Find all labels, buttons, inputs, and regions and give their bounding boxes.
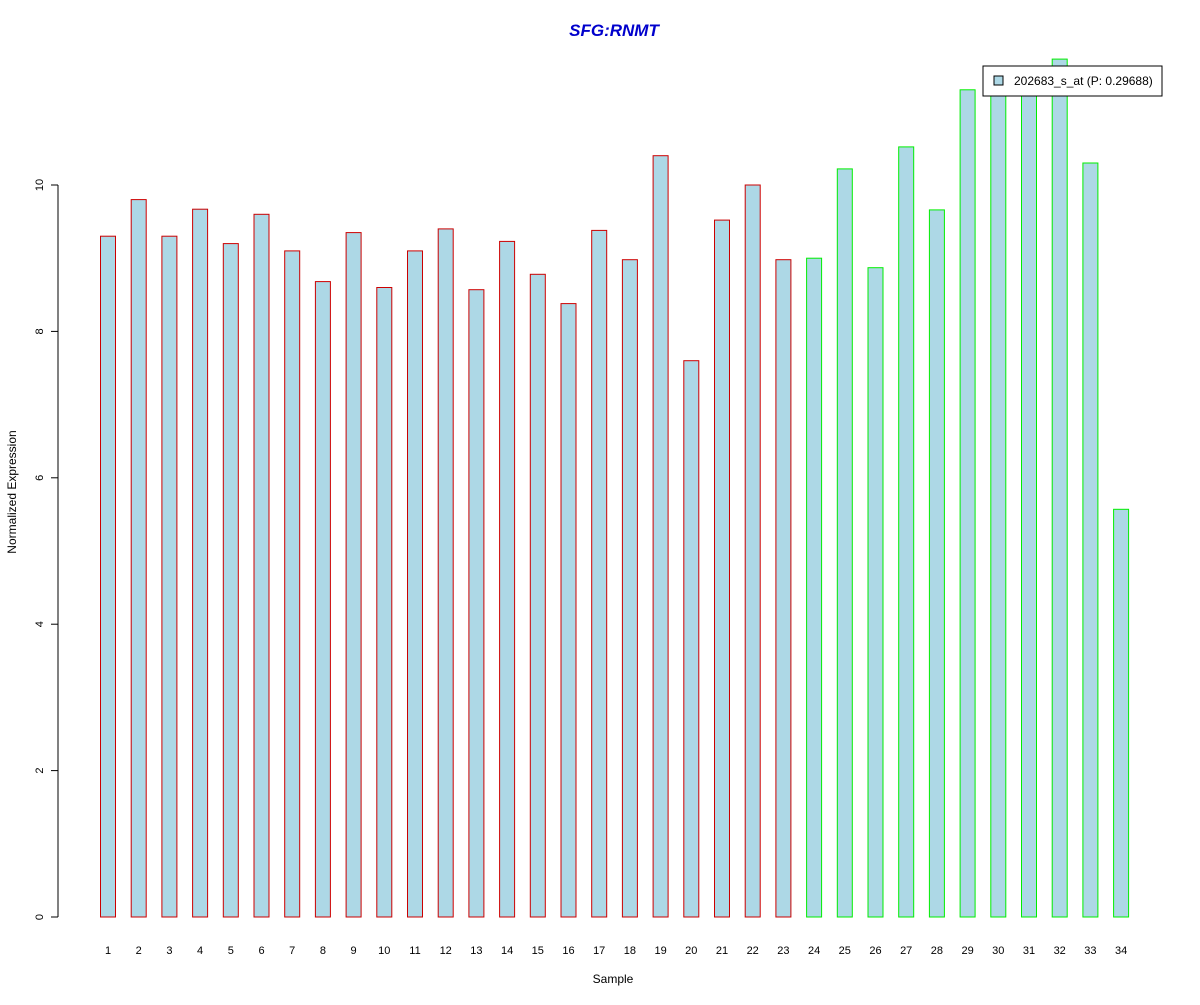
- x-tick-label: 8: [320, 945, 326, 957]
- x-tick-label: 22: [747, 945, 759, 957]
- x-tick-label: 25: [839, 945, 851, 957]
- y-tick-label: 10: [34, 179, 46, 191]
- x-tick-label: 6: [258, 945, 264, 957]
- bar-sample-18: [621, 259, 638, 918]
- x-tick-label: 7: [289, 945, 295, 957]
- bar-sample-14: [499, 240, 516, 918]
- bar-sample-17: [591, 229, 608, 918]
- bar-sample-27: [898, 146, 915, 918]
- bar-sample-22: [744, 184, 761, 918]
- y-axis: 0 2 4 6 8 10: [34, 179, 59, 920]
- x-tick-label: 27: [900, 945, 912, 957]
- bar-sample-8: [314, 281, 331, 918]
- bar-sample-34: [1113, 508, 1130, 918]
- x-tick-label: 23: [777, 945, 789, 957]
- x-tick-label: 20: [685, 945, 697, 957]
- x-tick-label: 16: [562, 945, 574, 957]
- y-axis-label: Normalized Expression: [5, 430, 19, 553]
- bar-sample-15: [529, 273, 546, 918]
- bar-sample-31: [1021, 74, 1037, 918]
- bar-sample-24: [806, 257, 823, 918]
- x-tick-label: 24: [808, 945, 820, 957]
- x-tick-label: 26: [869, 945, 881, 957]
- bar-sample-12: [437, 228, 454, 918]
- y-tick-label: 0: [34, 914, 46, 920]
- x-tick-label: 10: [378, 945, 390, 957]
- bar-sample-1: [100, 235, 116, 918]
- chart-title: SFG:RNMT: [569, 21, 660, 40]
- bar-sample-25: [836, 168, 853, 918]
- legend-label: 202683_s_at (P: 0.29688): [1014, 74, 1153, 88]
- bar-sample-16: [560, 303, 577, 918]
- x-tick-label: 30: [992, 945, 1004, 957]
- bar-sample-20: [683, 360, 700, 918]
- y-tick-label: 4: [34, 621, 46, 627]
- bar-sample-19: [652, 155, 669, 918]
- bar-sample-11: [407, 250, 423, 918]
- x-tick-label: 12: [440, 945, 452, 957]
- y-tick-label: 2: [34, 768, 46, 774]
- x-tick-label: 33: [1084, 945, 1096, 957]
- x-axis-label: Sample: [593, 972, 634, 986]
- x-tick-label: 17: [593, 945, 605, 957]
- x-tick-label: 19: [654, 945, 666, 957]
- bar-sample-2: [130, 199, 147, 918]
- x-tick-label: 21: [716, 945, 728, 957]
- bar-sample-9: [345, 232, 362, 918]
- bar-sample-5: [222, 243, 239, 918]
- bar-sample-10: [376, 287, 393, 918]
- y-tick-label: 8: [34, 328, 46, 334]
- x-tick-label: 4: [197, 945, 203, 957]
- x-tick-label: 9: [351, 945, 357, 957]
- x-tick-label: 15: [532, 945, 544, 957]
- legend: 202683_s_at (P: 0.29688): [982, 65, 1163, 97]
- bar-sample-6: [253, 213, 270, 918]
- bar-sample-4: [192, 208, 209, 918]
- bar-sample-13: [468, 289, 485, 918]
- bar-sample-7: [284, 250, 301, 918]
- x-tick-labels: 1 2 3 4 5 6 7 8 9 10 11 12 13 14 15 16 17 18 19 20 21 22 23 24 2…: [105, 945, 1127, 957]
- x-tick-label: 31: [1023, 945, 1035, 957]
- bar-sample-3: [161, 235, 178, 918]
- x-tick-label: 32: [1054, 945, 1066, 957]
- x-tick-label: 14: [501, 945, 513, 957]
- legend-swatch: [993, 75, 1004, 86]
- legend-box: [982, 65, 1163, 97]
- bar-sample-23: [775, 259, 792, 918]
- x-tick-label: 28: [931, 945, 943, 957]
- x-tick-label: 3: [166, 945, 172, 957]
- bar-sample-32: [1051, 58, 1068, 918]
- bar-sample-21: [714, 219, 730, 918]
- x-tick-label: 1: [105, 945, 111, 957]
- bar-sample-30: [990, 67, 1007, 918]
- y-tick-label: 6: [34, 475, 46, 481]
- x-tick-label: 29: [961, 945, 973, 957]
- bar-sample-26: [867, 267, 884, 918]
- x-tick-label: 5: [228, 945, 234, 957]
- x-tick-label: 34: [1115, 945, 1127, 957]
- x-tick-label: 18: [624, 945, 636, 957]
- bar-series: [100, 58, 1130, 918]
- x-tick-label: 11: [409, 945, 420, 957]
- bar-sample-29: [959, 89, 976, 918]
- x-tick-label: 13: [470, 945, 482, 957]
- bar-sample-33: [1082, 162, 1099, 918]
- bar-sample-28: [928, 209, 945, 918]
- x-tick-label: 2: [136, 945, 142, 957]
